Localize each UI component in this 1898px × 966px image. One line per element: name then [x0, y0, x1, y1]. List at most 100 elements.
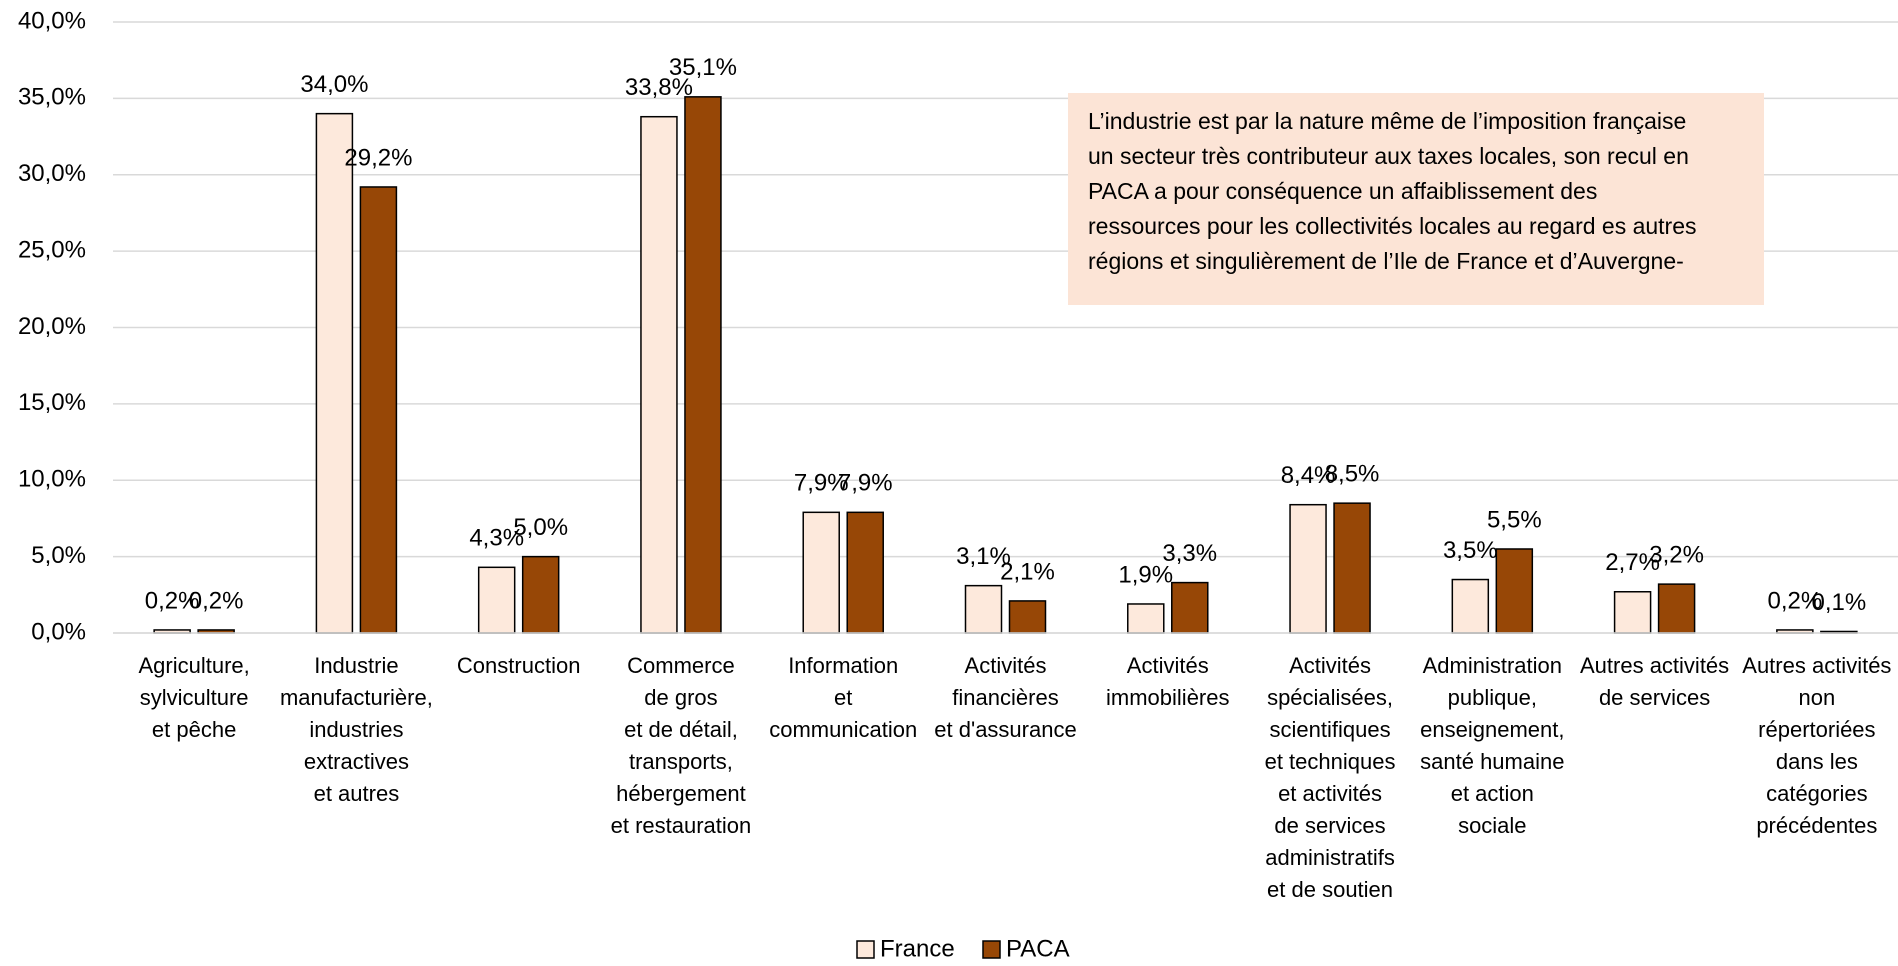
x-tick-label-line: santé humaine — [1420, 749, 1564, 774]
x-tick-label-line: Industrie — [314, 653, 398, 678]
bar — [1289, 503, 1327, 634]
x-tick-label: Activités financières et d'assurance — [934, 653, 1076, 742]
annotation-line: L’industrie est par la nature même de l’… — [1088, 108, 1686, 134]
y-tick-label: 5,0% — [31, 542, 86, 569]
data-label: 0,2% — [1768, 587, 1823, 614]
x-tick-label-line: Information — [788, 653, 898, 678]
data-label: 8,4% — [1281, 462, 1336, 489]
y-tick-label: 20,0% — [18, 313, 86, 340]
data-label: 5,0% — [513, 514, 568, 541]
annotation-line: ressources pour les collectivités locale… — [1088, 213, 1697, 239]
data-label: 34,0% — [300, 71, 368, 98]
bar — [1451, 578, 1490, 634]
x-tick-label-line: scientifiques — [1270, 717, 1391, 742]
x-tick-label: Activités spécialisées, scientifiques et te… — [1265, 653, 1396, 902]
annotation-line: PACA a pour conséquence un affaiblisseme… — [1088, 178, 1597, 204]
bar — [1613, 591, 1652, 634]
bar — [846, 511, 884, 634]
bar — [315, 112, 354, 634]
x-tick-label-line: Administration — [1423, 653, 1562, 678]
x-tick-label-line: Agriculture, — [138, 653, 249, 678]
x-tick-label-line: et autres — [314, 781, 400, 806]
x-tick-label-line: de services — [1274, 813, 1385, 838]
bar — [1657, 583, 1696, 634]
x-tick-label-line: dans les — [1776, 749, 1858, 774]
x-tick-label-line: et de détail, — [624, 717, 738, 742]
data-label: 7,9% — [794, 470, 849, 497]
y-tick-label: 30,0% — [18, 160, 86, 187]
legend-label: PACA — [1006, 935, 1070, 962]
x-tick-label-line: et restauration — [611, 813, 752, 838]
x-tick-label: Administration publique, enseignement, sant… — [1420, 653, 1564, 838]
data-label: 0,2% — [189, 587, 244, 614]
x-tick-label-line: Commerce — [627, 653, 735, 678]
data-label: 1,9% — [1118, 561, 1173, 588]
y-tick-label: 10,0% — [18, 466, 86, 493]
x-tick-label-line: et techniques — [1265, 749, 1396, 774]
data-label: 33,8% — [625, 74, 693, 101]
annotation-line: régions et singulièrement de l’Ile de Fr… — [1088, 248, 1684, 274]
x-tick-label-line: financières — [952, 685, 1058, 710]
bar — [1127, 603, 1165, 634]
x-tick-label-line: Construction — [457, 653, 581, 678]
data-label: 3,5% — [1443, 537, 1498, 564]
x-tick-label: Construction — [457, 653, 581, 678]
x-tick-label: Industrie manufacturière, industries extrac… — [280, 653, 433, 806]
data-label: 3,2% — [1649, 541, 1704, 568]
x-tick-label-line: administratifs — [1265, 845, 1395, 870]
x-tick-label: Agriculture, sylviculture et pêche — [138, 653, 249, 742]
x-tick-label-line: publique, — [1448, 685, 1537, 710]
bar — [802, 511, 840, 634]
bar — [1008, 600, 1047, 634]
x-tick-label-line: transports, — [629, 749, 733, 774]
data-label: 2,7% — [1605, 549, 1660, 576]
bar — [1171, 581, 1209, 634]
x-tick-label-line: extractives — [304, 749, 409, 774]
data-label: 2,1% — [1000, 558, 1055, 585]
x-tick-label-line: et de soutien — [1267, 877, 1393, 902]
bar — [684, 96, 722, 634]
x-tick-label-line: Activités — [1289, 653, 1371, 678]
data-label: 3,3% — [1162, 540, 1217, 567]
data-label: 3,1% — [956, 543, 1011, 570]
x-tick-label: Activités immobilières — [1106, 653, 1229, 710]
data-label: 4,3% — [469, 525, 524, 552]
x-tick-label-line: catégories — [1766, 781, 1868, 806]
y-tick-label: 25,0% — [18, 236, 86, 263]
x-tick-label-line: communication — [769, 717, 917, 742]
y-tick-label: 40,0% — [18, 7, 86, 34]
bar — [964, 584, 1003, 634]
legend-swatch — [982, 940, 1001, 959]
x-tick-label-line: de gros — [644, 685, 717, 710]
x-tick-label-line: manufacturière, — [280, 685, 433, 710]
y-tick-label: 15,0% — [18, 389, 86, 416]
bar — [477, 566, 516, 634]
legend-label: France — [880, 935, 955, 962]
data-label: 0,2% — [145, 587, 200, 614]
x-tick-label: Commerce de gros et de détail, transports, h… — [611, 653, 752, 838]
x-tick-label-line: spécialisées, — [1267, 685, 1393, 710]
x-tick-label-line: de services — [1599, 685, 1710, 710]
x-tick-label-line: et activités — [1278, 781, 1382, 806]
bar — [1495, 548, 1534, 634]
data-label: 7,9% — [838, 470, 893, 497]
bar — [359, 186, 398, 634]
x-tick-label-line: précédentes — [1756, 813, 1877, 838]
x-tick-label-line: immobilières — [1106, 685, 1229, 710]
x-tick-label-line: sylviculture — [140, 685, 249, 710]
data-label: 5,5% — [1487, 506, 1542, 533]
x-tick-label-line: non — [1799, 685, 1836, 710]
bar — [521, 555, 560, 634]
data-label: 8,5% — [1325, 461, 1380, 488]
x-tick-label-line: industries — [309, 717, 403, 742]
x-tick-label: Information et communication — [769, 653, 917, 742]
legend-swatch — [856, 940, 875, 959]
y-tick-label: 35,0% — [18, 84, 86, 111]
data-label: 0,1% — [1812, 589, 1867, 616]
annotation-box — [1068, 93, 1764, 305]
x-tick-label-line: Activités — [1127, 653, 1209, 678]
y-tick-label: 0,0% — [31, 618, 86, 645]
x-tick-label: Autres activités non répertoriées dans les c… — [1742, 653, 1891, 838]
bar — [640, 115, 678, 634]
